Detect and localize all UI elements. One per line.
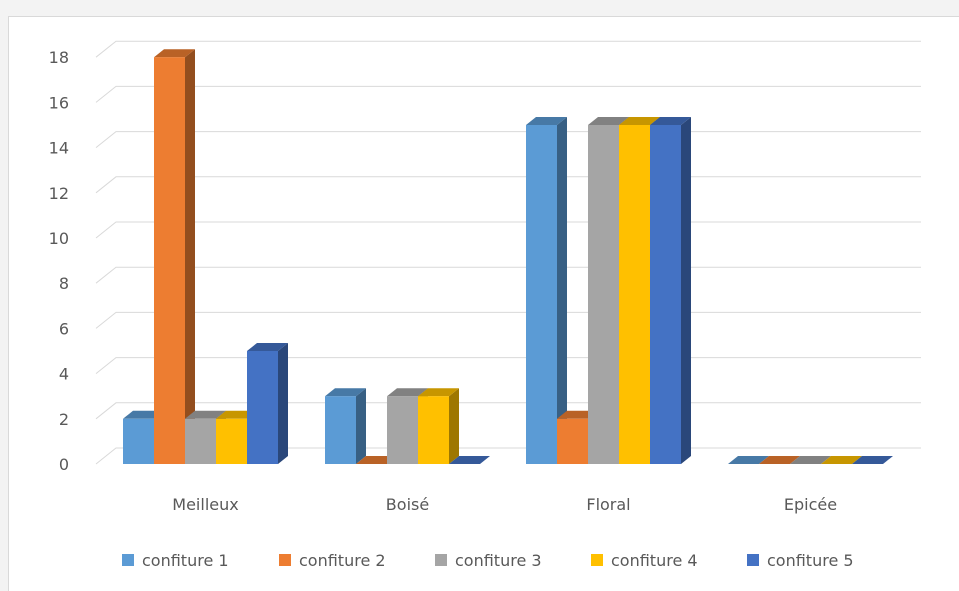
bar — [449, 456, 490, 464]
x-tick-label: Boisé — [386, 495, 429, 514]
gridline — [95, 357, 921, 374]
bar — [759, 456, 800, 464]
bar — [418, 388, 459, 464]
gridline — [95, 85, 921, 103]
legend-item: confiture 5 — [747, 551, 854, 570]
bar — [526, 117, 567, 464]
bar — [356, 456, 397, 464]
legend-swatch — [435, 554, 447, 566]
y-tick-label: 16 — [49, 93, 69, 112]
bars — [123, 49, 893, 464]
gridlines — [95, 40, 921, 465]
gridline — [95, 266, 921, 284]
legend-item: confiture 4 — [591, 551, 698, 570]
gridline — [95, 311, 921, 329]
legend-item: confiture 1 — [122, 551, 229, 570]
y-tick-label: 12 — [49, 184, 69, 203]
y-tick-label: 18 — [49, 48, 69, 67]
y-tick-label: 0 — [59, 455, 69, 474]
y-tick-label: 4 — [59, 365, 69, 384]
legend-swatch — [747, 554, 759, 566]
gridline — [95, 221, 921, 239]
gridline — [95, 40, 921, 58]
gridline — [95, 131, 921, 148]
legend-swatch — [279, 554, 291, 566]
bar — [852, 456, 893, 464]
legend-label: confiture 5 — [767, 551, 854, 570]
legend-swatch — [122, 554, 134, 566]
chart-area: 0 2 4 6 8 10 12 14 16 18 Meilleux Boisé Floral Epicée… — [8, 16, 959, 591]
x-tick-label: Epicée — [784, 495, 837, 514]
y-tick-label: 8 — [59, 274, 69, 293]
legend-label: confiture 4 — [611, 551, 698, 570]
bar — [650, 117, 691, 464]
x-tick-label: Floral — [586, 495, 630, 514]
legend-item: confiture 2 — [279, 551, 386, 570]
legend: confiture 1 confiture 2 confiture 3 confitu… — [122, 551, 854, 570]
bar-chart: 0 2 4 6 8 10 12 14 16 18 Meilleux Boisé Floral Epicée… — [49, 40, 921, 570]
y-tick-label: 10 — [49, 229, 69, 248]
x-tick-label: Meilleux — [172, 495, 238, 514]
bar — [154, 49, 195, 464]
bar — [790, 456, 831, 464]
gridline — [95, 176, 921, 194]
legend-label: confiture 2 — [299, 551, 386, 570]
y-tick-label: 6 — [59, 319, 69, 338]
bar — [325, 388, 366, 464]
legend-swatch — [591, 554, 603, 566]
legend-label: confiture 3 — [455, 551, 542, 570]
bar — [821, 456, 862, 464]
bar — [247, 343, 288, 464]
legend-label: confiture 1 — [142, 551, 229, 570]
y-tick-label: 2 — [59, 410, 69, 429]
y-tick-label: 14 — [49, 139, 69, 158]
bar — [728, 456, 769, 464]
legend-item: confiture 3 — [435, 551, 542, 570]
